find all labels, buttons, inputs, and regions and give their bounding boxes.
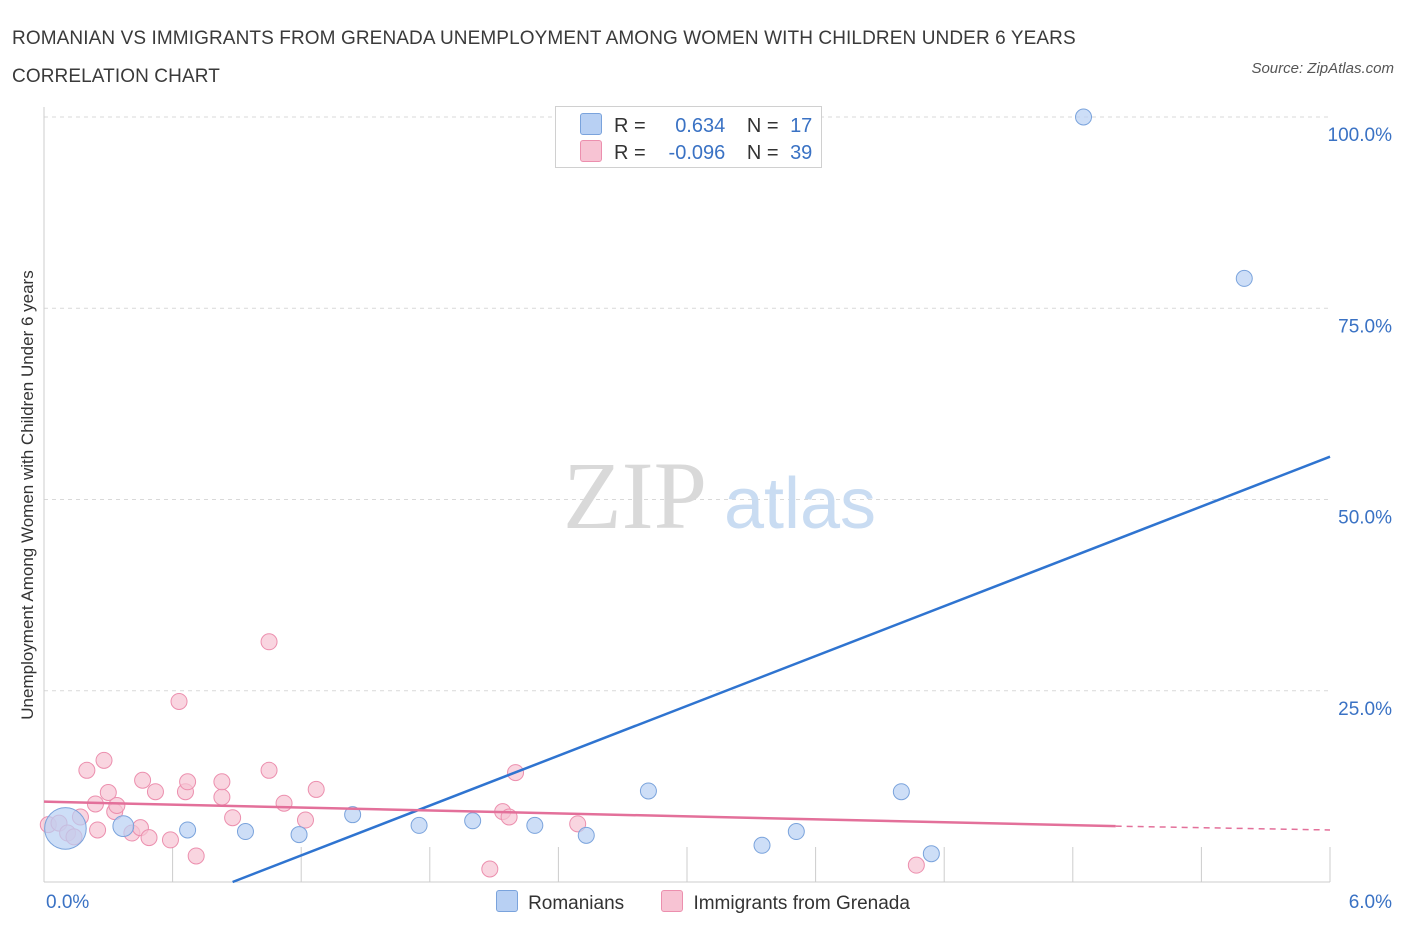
grenada-point [481, 860, 499, 878]
correlation-legend: R = 0.634 N = 17 R = -0.096 N = 39 [555, 106, 822, 168]
romanians-legend-swatch [496, 890, 519, 912]
x-tick-label: 6.0% [1349, 892, 1392, 913]
romanian-point [639, 782, 657, 800]
grenada-point [89, 821, 107, 839]
grenada-point [296, 811, 314, 829]
data-points [39, 108, 1253, 878]
romanian-point [922, 845, 940, 863]
y-tick-label: 100.0% [1328, 125, 1393, 146]
grenada-point [213, 773, 231, 791]
romanian-point [179, 821, 197, 839]
romanian-point [236, 823, 254, 841]
n-label: N = [746, 142, 779, 164]
romanians-legend-label: Romanians [528, 893, 625, 914]
grenada-point [907, 856, 925, 874]
grenada-n-value: 39 [790, 142, 813, 164]
grenada-point [146, 783, 164, 801]
romanian-point [112, 815, 135, 838]
legend-row-romanians: R = 0.634 N = 17 [580, 113, 812, 137]
watermark-atlas: atlas [724, 464, 876, 544]
romanian-point [344, 806, 362, 824]
grenada-point [307, 780, 325, 798]
n-label: N = [746, 115, 779, 137]
gridlines [44, 116, 1330, 692]
axes [43, 107, 1331, 883]
grenada-point [187, 847, 205, 865]
trend-lines [43, 455, 1331, 884]
legend-item-grenada: Immigrants from Grenada [661, 890, 910, 915]
romanian-point [410, 816, 428, 834]
grenada-point [170, 692, 188, 710]
grenada-point [134, 771, 152, 789]
y-tick-label: 25.0% [1338, 699, 1392, 720]
romanian-point [44, 807, 87, 850]
grenada-point [78, 761, 96, 779]
grenada-point [224, 809, 242, 827]
grenada-point [161, 831, 179, 849]
grenada-point [260, 761, 278, 779]
grenada-point [140, 829, 158, 847]
grenada-legend-label: Immigrants from Grenada [693, 893, 910, 914]
romanians-r-value: 0.634 [675, 115, 726, 137]
grenada-point [275, 794, 293, 812]
legend-item-romanians: Romanians [496, 890, 624, 915]
grenada-point [99, 783, 117, 801]
romanian-point [464, 812, 482, 830]
romanian-point [753, 836, 771, 854]
tick-labels: 25.0% 50.0% 75.0% 100.0% 0.0% 6.0% [46, 125, 1392, 913]
r-label: R = [614, 115, 646, 137]
legend-row-grenada: R = -0.096 N = 39 [580, 140, 812, 164]
grenada-point [108, 797, 126, 814]
r-label: R = [614, 142, 646, 164]
grenada-legend-swatch [661, 890, 684, 912]
chart-title: ROMANIAN VS IMMIGRANTS FROM GRENADA UNEM… [12, 28, 1076, 87]
romanian-point [526, 816, 544, 834]
grenada-point [213, 788, 231, 806]
grenada-swatch [580, 140, 602, 162]
watermark-zip: ZIP [563, 442, 707, 549]
romanian-point [577, 826, 595, 844]
source-note: Source: ZipAtlas.com [1251, 60, 1394, 77]
romanians-n-value: 17 [790, 115, 813, 137]
romanian-point [1075, 108, 1093, 126]
x-tick-label: 0.0% [46, 892, 89, 913]
romanian-point [892, 783, 910, 801]
grenada-point [260, 633, 278, 651]
y-tick-label: 75.0% [1338, 316, 1392, 337]
series-legend: Romanians Immigrants from Grenada [0, 890, 1406, 915]
grenada-point [95, 751, 113, 769]
romanian-point [290, 826, 308, 844]
grenada-trend-extension [1115, 825, 1331, 831]
romanian-point [787, 823, 805, 841]
romanian-point [1235, 269, 1253, 287]
grenada-r-value: -0.096 [668, 142, 726, 164]
grenada-point [179, 773, 197, 791]
grenada-trend-line [43, 800, 1116, 828]
y-tick-label: 50.0% [1338, 508, 1392, 529]
grenada-point [569, 815, 587, 833]
romanians-swatch [580, 113, 602, 135]
